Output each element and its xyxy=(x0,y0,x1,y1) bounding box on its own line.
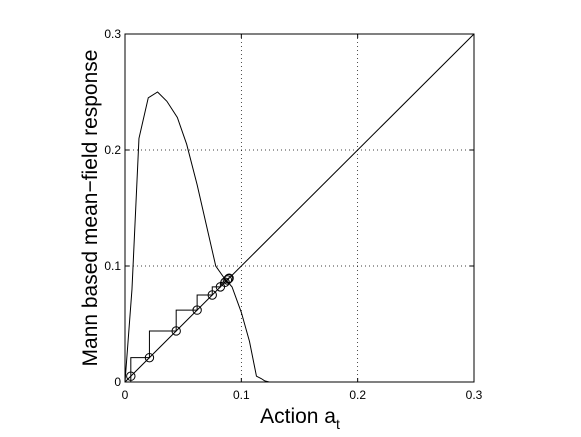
x-tick-label: 0.2 xyxy=(349,388,366,402)
ticks: 0 0.1 0.2 0.3 0 0.1 0.2 0.3 xyxy=(104,27,482,402)
response-curve xyxy=(124,91,270,383)
iteration-point xyxy=(144,352,155,363)
y-axis-label: Mann based mean−field response xyxy=(79,50,102,367)
iteration-point xyxy=(222,275,233,285)
x-tick-label: 0.1 xyxy=(233,388,250,402)
iteration-point xyxy=(224,273,234,283)
y-tick-label: 0.1 xyxy=(104,259,121,273)
plot-frame xyxy=(124,33,475,383)
series-layer xyxy=(124,33,475,383)
iteration-point xyxy=(171,326,181,336)
iteration-point xyxy=(192,305,202,315)
y-tick-label: 0.3 xyxy=(104,27,121,41)
x-tick-label: 0 xyxy=(122,388,129,402)
x-tick-label: 0.3 xyxy=(466,388,483,402)
x-axis-label: Action at xyxy=(260,405,340,432)
iteration-point xyxy=(207,290,217,300)
iteration-point xyxy=(223,274,234,284)
y-tick-label: 0.2 xyxy=(104,143,121,157)
identity-line xyxy=(124,33,475,383)
iteration-point xyxy=(126,371,136,381)
y-tick-label: 0 xyxy=(114,375,121,389)
